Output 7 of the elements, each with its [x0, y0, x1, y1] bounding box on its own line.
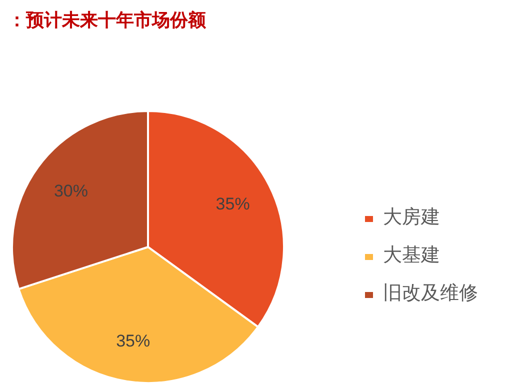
data-label: 35%	[116, 332, 150, 351]
legend-label: 大房建	[383, 206, 440, 228]
legend-label: 旧改及维修	[383, 282, 478, 304]
chart-title: ：预计未来十年市场份额	[8, 9, 206, 32]
data-label: 35%	[216, 194, 250, 214]
data-label: 30%	[54, 182, 88, 201]
legend-label: 大基建	[383, 244, 440, 266]
